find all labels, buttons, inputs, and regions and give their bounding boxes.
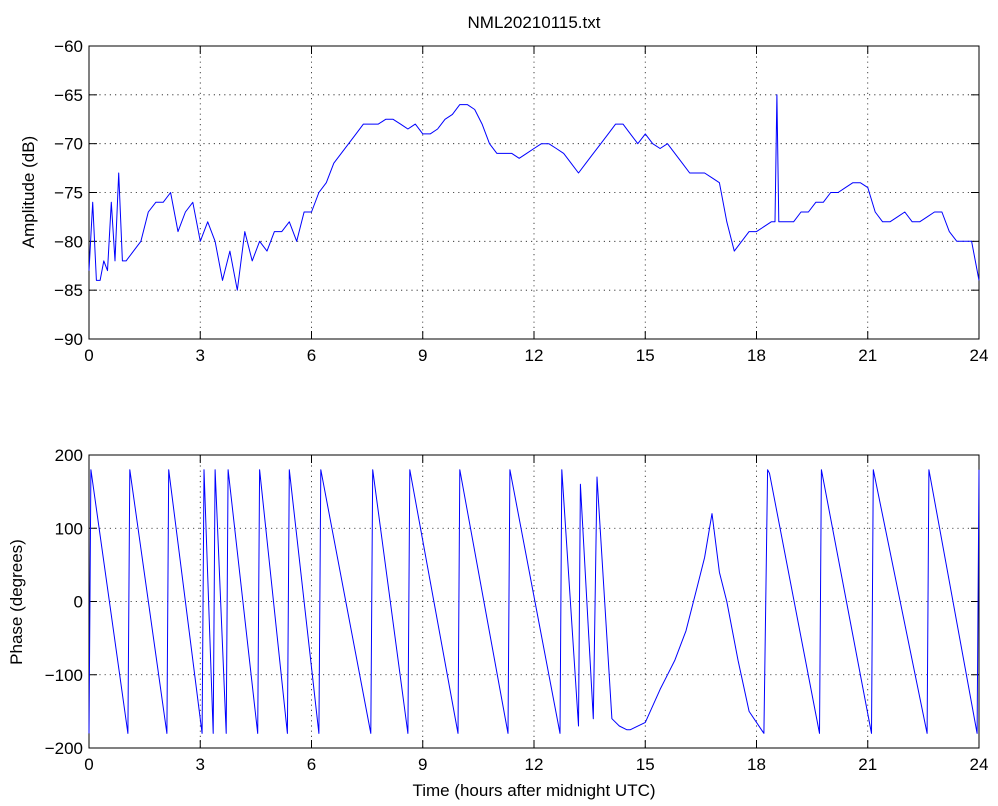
amplitude-x-tick-label: 18 [747,346,766,365]
amplitude-tick-labels: 0 3 6 9 12 15 18 21 24 −60 −65 −70 −75 −80 −85 −90 [54,37,988,365]
phase-y-axis-label: Phase (degrees) [7,539,26,665]
phase-x-tick-label: 15 [636,755,655,774]
amplitude-ticks [88,45,980,340]
amplitude-x-tick-label: 21 [858,346,877,365]
amplitude-x-tick-label: 12 [525,346,544,365]
amplitude-x-tick-label: 6 [307,346,316,365]
phase-x-axis-label: Time (hours after midnight UTC) [412,781,655,800]
phase-y-tick-label: −200 [45,739,83,758]
phase-tick-labels: 0 3 6 9 12 15 18 21 24 200 100 0 −100 −200 [45,446,989,774]
phase-y-tick-label: 100 [55,519,83,538]
amplitude-x-tick-label: 3 [196,346,205,365]
amplitude-grid [89,46,979,339]
phase-x-tick-label: 18 [747,755,766,774]
amplitude-y-tick-label: −75 [54,184,83,203]
amplitude-y-tick-label: −60 [54,37,83,56]
amplitude-y-tick-label: −80 [54,232,83,251]
amplitude-y-axis-label: Amplitude (dB) [19,136,38,248]
amplitude-x-tick-label: 9 [418,346,427,365]
amplitude-y-tick-label: −70 [54,135,83,154]
phase-x-tick-label: 21 [858,755,877,774]
phase-x-tick-label: 12 [525,755,544,774]
amplitude-x-tick-label: 15 [636,346,655,365]
phase-x-tick-label: 24 [970,755,989,774]
phase-axes: 0 3 6 9 12 15 18 21 24 200 100 0 −100 −200 Time (hour… [7,446,988,800]
phase-y-tick-label: −100 [45,666,83,685]
phase-y-tick-label: 0 [74,593,83,612]
phase-x-tick-label: 9 [418,755,427,774]
amplitude-axes: 0 3 6 9 12 15 18 21 24 −60 −65 −70 −75 −80 −85 −90 NML2… [19,13,988,365]
amplitude-series-line [88,94,980,291]
amplitude-y-tick-label: −85 [54,281,83,300]
amplitude-y-tick-label: −90 [54,330,83,349]
phase-x-tick-label: 6 [307,755,316,774]
chart-title: NML20210115.txt [468,13,601,32]
phase-y-tick-label: 200 [55,446,83,465]
amplitude-y-tick-label: −65 [54,86,83,105]
amplitude-x-tick-label: 0 [84,346,93,365]
amplitude-x-tick-label: 24 [970,346,989,365]
phase-ticks [88,454,980,749]
phase-grid [89,455,979,748]
phase-series-line [88,469,980,734]
phase-x-tick-label: 0 [84,755,93,774]
phase-x-tick-label: 3 [196,755,205,774]
